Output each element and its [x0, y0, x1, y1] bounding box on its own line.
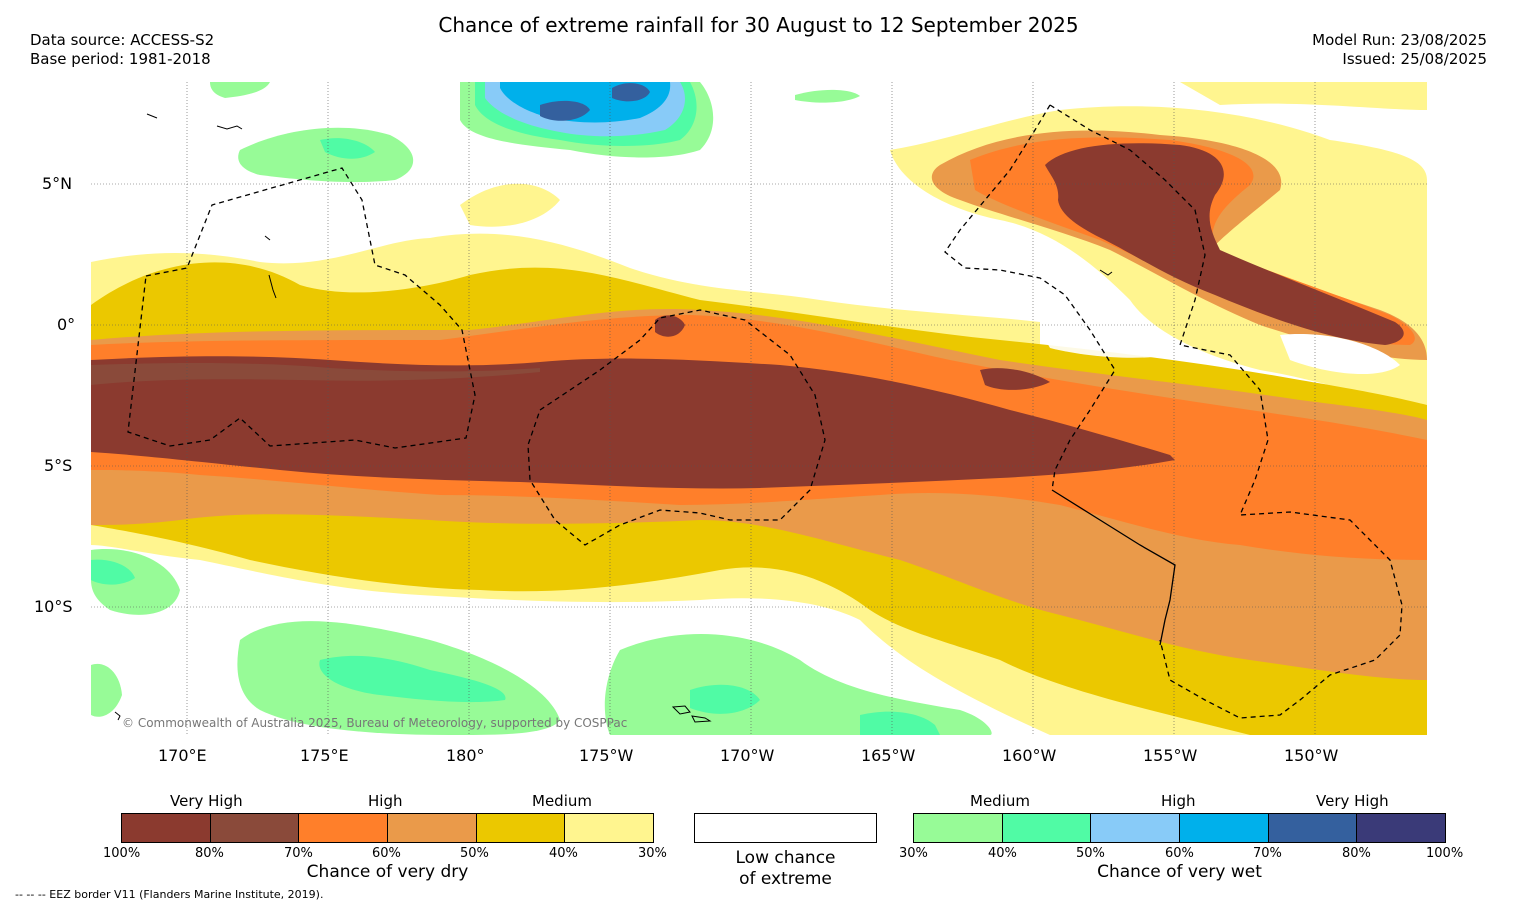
dry-caption: Chance of very dry	[306, 862, 469, 882]
dry-swatch-40-30	[565, 814, 654, 842]
wet-swatch-30-40	[914, 814, 1003, 842]
wet-tick-30: 30%	[899, 846, 928, 861]
wet-swatch-60-70	[1180, 814, 1269, 842]
wet-colorbar	[913, 813, 1446, 843]
islands	[114, 113, 1113, 723]
dry-colorbar	[121, 813, 654, 843]
dry-swatch-50-40	[476, 814, 566, 842]
wet-tick-60: 60%	[1165, 846, 1194, 861]
wet-swatch-80-100	[1357, 814, 1446, 842]
lon-label-180: 180°	[446, 746, 485, 765]
dry-swatch-70-60	[299, 814, 389, 842]
eez-footnote: -- -- -- EEZ border V11 (Flanders Marine…	[15, 888, 324, 901]
wet-tick-100: 100%	[1426, 846, 1464, 861]
lat-label-0: 0°	[57, 315, 76, 334]
wet-tick-70: 70%	[1253, 846, 1282, 861]
map-title: Chance of extreme rainfall for 30 August…	[438, 13, 1079, 37]
lat-label-5s: 5°S	[44, 456, 73, 475]
wet-tick-50: 50%	[1076, 846, 1105, 861]
dry-tick-80: 80%	[195, 846, 224, 861]
lon-label-165w: 165°W	[861, 746, 916, 765]
dry-level-very-high: Very High	[170, 792, 243, 810]
wet-level-high: High	[1161, 792, 1196, 810]
copyright-note: © Commonwealth of Australia 2025, Bureau…	[122, 716, 628, 730]
lon-label-170e: 170°E	[158, 746, 207, 765]
low-chance-swatch	[694, 813, 877, 843]
dry-swatch-80-70	[210, 814, 300, 842]
lon-label-150w: 150°W	[1284, 746, 1339, 765]
graticule	[91, 82, 1427, 735]
dry-tick-40: 40%	[549, 846, 578, 861]
wet-swatch-40-50	[1002, 814, 1092, 842]
lat-label-10s: 10°S	[34, 597, 73, 616]
lat-label-5n: 5°N	[42, 174, 73, 193]
wet-level-medium: Medium	[970, 792, 1030, 810]
lon-label-175e: 175°E	[300, 746, 349, 765]
boundary-line	[1051, 489, 1176, 646]
dry-swatch-100-80	[122, 814, 211, 842]
dry-tick-50: 50%	[460, 846, 489, 861]
dry-tick-60: 60%	[372, 846, 401, 861]
wet-tick-40: 40%	[988, 846, 1017, 861]
wet-tick-80: 80%	[1342, 846, 1371, 861]
map-field	[91, 82, 1427, 735]
dry-level-high: High	[368, 792, 403, 810]
data-source-label: Data source: ACCESS-S2	[30, 31, 215, 49]
issued-label: Issued: 25/08/2025	[1342, 50, 1487, 68]
base-period-label: Base period: 1981-2018	[30, 50, 211, 68]
dry-tick-100: 100%	[103, 846, 141, 861]
wet-swatch-70-80	[1268, 814, 1358, 842]
wet-swatch-50-60	[1091, 814, 1181, 842]
low-caption-line1: Low chance	[735, 848, 836, 868]
lon-label-175w: 175°W	[579, 746, 634, 765]
lon-label-155w: 155°W	[1143, 746, 1198, 765]
model-run-label: Model Run: 23/08/2025	[1312, 31, 1487, 49]
wet-level-very-high: Very High	[1316, 792, 1389, 810]
dry-level-medium: Medium	[532, 792, 592, 810]
dry-swatch-60-50	[388, 814, 477, 842]
wet-caption: Chance of very wet	[1097, 862, 1262, 882]
lon-label-170w: 170°W	[720, 746, 775, 765]
lon-label-160w: 160°W	[1002, 746, 1057, 765]
low-caption-line2: of extreme	[739, 869, 832, 889]
dry-tick-30: 30%	[638, 846, 667, 861]
dry-tick-70: 70%	[284, 846, 313, 861]
eez-borders	[127, 104, 1403, 719]
